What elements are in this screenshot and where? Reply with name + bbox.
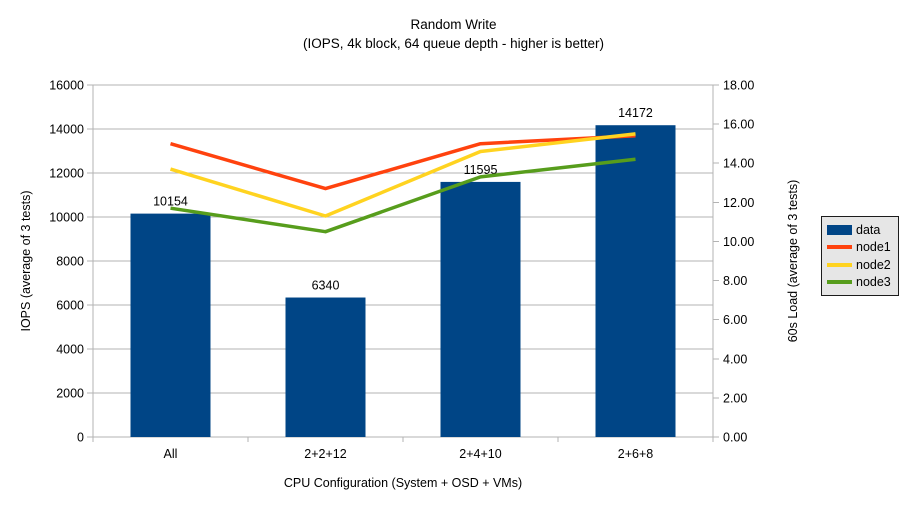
y-axis-right-tick-label: 18.00	[723, 79, 754, 93]
x-axis-category-label: 2+2+12	[304, 447, 346, 461]
line-node1	[170, 134, 636, 191]
y-axis-right-tick-label: 10.00	[723, 235, 754, 249]
legend-swatch-node2	[827, 262, 852, 267]
bar-data-label: 11595	[464, 163, 498, 177]
chart-title: Random Write	[410, 17, 497, 32]
y-axis-right-tick-label: 4.00	[723, 352, 747, 366]
y-axis-left-tick-label: 10000	[49, 211, 84, 225]
y-axis-right-tick-label: 6.00	[723, 313, 747, 327]
bar-data	[285, 297, 366, 437]
chart-subtitle: (IOPS, 4k block, 64 queue depth - higher…	[303, 36, 604, 51]
y-axis-right-tick-label: 12.00	[723, 196, 754, 210]
y-axis-right-tick-label: 14.00	[723, 157, 754, 171]
y-axis-left-tick-label: 6000	[56, 299, 84, 313]
chart-legend: data node1 node2 node3	[821, 216, 899, 296]
y-axis-right-tick-label: 8.00	[723, 274, 747, 288]
y-axis-left-tick-label: 12000	[49, 167, 84, 181]
legend-item-node1: node1	[827, 240, 893, 254]
legend-item-node2: node2	[827, 258, 893, 272]
y-axis-left-tick-label: 8000	[56, 255, 84, 269]
legend-label: data	[856, 223, 881, 238]
y-axis-left-tick-label: 14000	[49, 123, 84, 137]
y-axis-right-tick-label: 16.00	[723, 118, 754, 132]
line-node2	[169, 132, 636, 218]
legend-swatch-data	[827, 225, 852, 236]
chart-title-block: Random Write (IOPS, 4k block, 64 queue d…	[0, 15, 907, 53]
bar-data-label: 14172	[618, 106, 653, 120]
legend-label: node3	[856, 274, 891, 289]
y-axis-left-tick-label: 4000	[56, 343, 84, 357]
legend-item-node3: node3	[827, 275, 893, 289]
x-axis-title: CPU Configuration (System + OSD + VMs)	[284, 476, 522, 490]
legend-label: node1	[856, 240, 891, 255]
x-axis-category-label: 2+6+8	[618, 447, 654, 461]
bar-data-label: 6340	[312, 279, 340, 293]
y-axis-left-tick-label: 0	[77, 431, 84, 445]
x-axis-category-label: All	[164, 447, 178, 461]
x-axis-category-label: 2+4+10	[459, 447, 501, 461]
y-axis-right-title: 60s Load (average of 3 tests)	[786, 180, 800, 343]
legend-item-data: data	[827, 223, 893, 237]
bar-data	[130, 213, 211, 437]
legend-swatch-node1	[827, 245, 852, 250]
bar-data	[440, 181, 521, 437]
legend-label: node2	[856, 257, 891, 272]
y-axis-left-title: IOPS (average of 3 tests)	[19, 190, 33, 331]
line-node3	[170, 157, 636, 234]
legend-swatch-node3	[827, 279, 852, 284]
y-axis-left-tick-label: 16000	[49, 79, 84, 93]
y-axis-right-tick-label: 0.00	[723, 431, 747, 445]
y-axis-right-tick-label: 2.00	[723, 391, 747, 405]
bar-data-label: 10154	[153, 195, 188, 209]
y-axis-left-tick-label: 2000	[56, 387, 84, 401]
bar-data	[595, 125, 676, 437]
